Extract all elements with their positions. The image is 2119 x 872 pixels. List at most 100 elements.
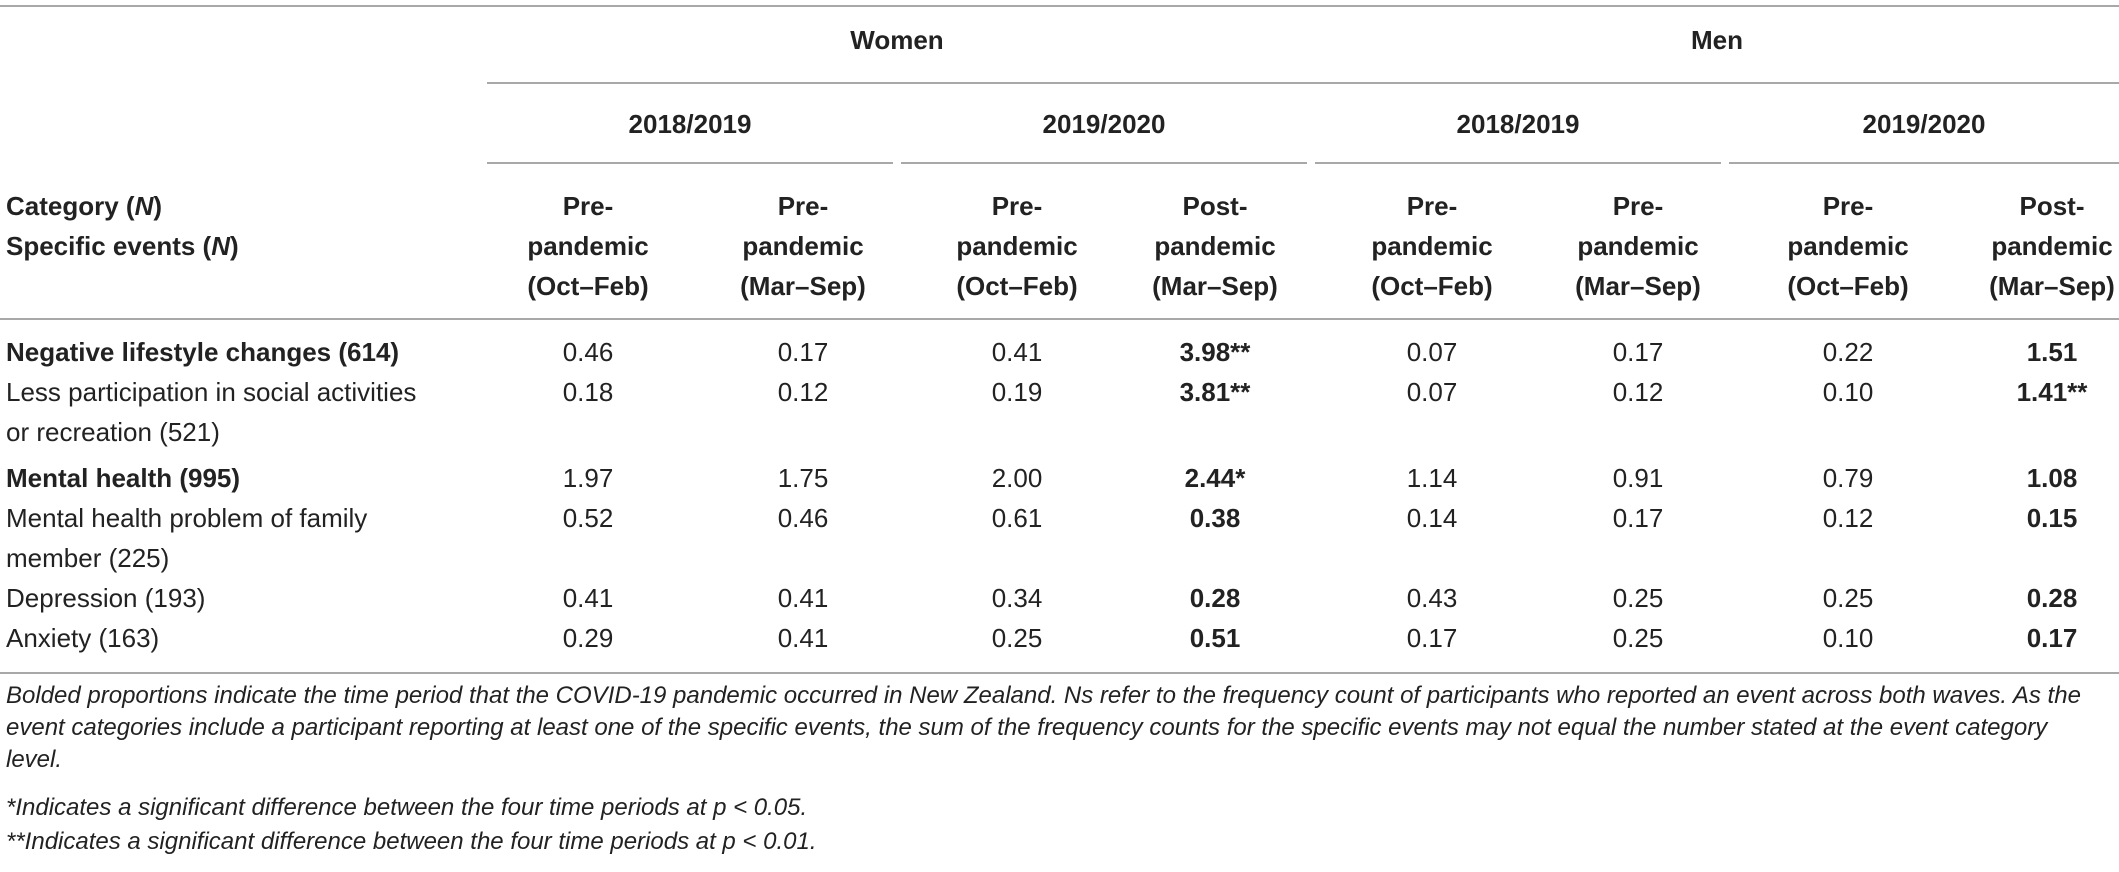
period-header-8-line-2: pandemic: [1991, 231, 2113, 261]
table-cell: 0.17: [1612, 337, 1664, 367]
table-cell: 0.79: [1822, 463, 1874, 493]
table-cell: 0.10: [1822, 377, 1874, 407]
table-cell: 0.17: [1406, 623, 1458, 653]
table-bottom-rule: [0, 672, 2119, 674]
period-header-8-line-3: (Mar–Sep): [1989, 271, 2115, 301]
table-cell: 0.17: [1612, 503, 1664, 533]
table-cell: 0.07: [1406, 377, 1458, 407]
table-cell: 1.75: [777, 463, 829, 493]
year-header-men-2019: 2019/2020: [1862, 109, 1986, 139]
row-label: Anxiety (163): [6, 623, 160, 653]
table-cell: 0.41: [777, 623, 829, 653]
table-cell: 0.28: [2026, 583, 2078, 613]
period-header-1-line-2: pandemic: [527, 231, 649, 261]
table-cell: 0.61: [991, 503, 1043, 533]
table-cell: 1.41**: [2016, 377, 2088, 407]
table-cell: 3.81**: [1179, 377, 1251, 407]
table-cell: 1.08: [2026, 463, 2078, 493]
table-cell: 0.18: [562, 377, 614, 407]
row-label-continuation: member (225): [6, 543, 170, 573]
period-header-6-line-3: (Mar–Sep): [1575, 271, 1701, 301]
top-rule: [0, 5, 2119, 7]
stub-header-specific: Specific events (N): [6, 231, 239, 261]
period-header-2-line-1: Pre-: [777, 191, 829, 221]
period-header-6-line-1: Pre-: [1612, 191, 1664, 221]
table-cell: 0.46: [562, 337, 614, 367]
year-rule-1: [487, 162, 893, 164]
group-header-women: Women: [850, 25, 944, 55]
table-cell: 0.43: [1406, 583, 1458, 613]
period-header-5-line-3: (Oct–Feb): [1371, 271, 1493, 301]
table-cell: 0.41: [562, 583, 614, 613]
table-cell: 0.14: [1406, 503, 1458, 533]
group-header-men: Men: [1691, 25, 1743, 55]
period-header-8-line-1: Post-: [2019, 191, 2085, 221]
period-header-1-line-1: Pre-: [562, 191, 614, 221]
table-cell: 0.25: [1612, 583, 1664, 613]
table-cell: 2.00: [991, 463, 1043, 493]
table-cell: 0.07: [1406, 337, 1458, 367]
row-label: Negative lifestyle changes (614): [6, 337, 400, 367]
period-header-2-line-3: (Mar–Sep): [740, 271, 866, 301]
significance-note-1: *Indicates a significant difference betw…: [6, 794, 808, 821]
table-cell: 1.97: [562, 463, 614, 493]
year-header-women-2019: 2019/2020: [1042, 109, 1166, 139]
year-rule-3: [1315, 162, 1721, 164]
period-header-3-line-1: Pre-: [991, 191, 1043, 221]
group-rule: [487, 82, 2119, 84]
period-header-7-line-3: (Oct–Feb): [1787, 271, 1909, 301]
table-cell: 0.12: [777, 377, 829, 407]
row-label: Depression (193): [6, 583, 206, 613]
period-header-4-line-3: (Mar–Sep): [1152, 271, 1278, 301]
significance-note-2: **Indicates a significant difference bet…: [6, 828, 817, 855]
table-cell: 0.17: [777, 337, 829, 367]
row-label: Mental health problem of family: [6, 503, 368, 533]
table-cell: 0.12: [1612, 377, 1664, 407]
table-cell: 0.25: [1612, 623, 1664, 653]
row-label: Less participation in social activities: [6, 377, 417, 407]
year-header-women-2018: 2018/2019: [628, 109, 752, 139]
row-label: Mental health (995): [6, 463, 241, 493]
period-header-3-line-2: pandemic: [956, 231, 1078, 261]
header-bottom-rule: [0, 318, 2119, 320]
table-cell: 0.25: [1822, 583, 1874, 613]
period-header-7-line-2: pandemic: [1787, 231, 1909, 261]
table-cell: 0.46: [777, 503, 829, 533]
table-cell: 0.17: [2026, 623, 2078, 653]
table-cell: 0.10: [1822, 623, 1874, 653]
table-cell: 0.29: [562, 623, 614, 653]
table-cell: 2.44*: [1184, 463, 1246, 493]
table-cell: 0.22: [1822, 337, 1874, 367]
table-cell: 0.91: [1612, 463, 1664, 493]
period-header-1-line-3: (Oct–Feb): [527, 271, 649, 301]
table-cell: 0.41: [991, 337, 1043, 367]
table-cell: 3.98**: [1179, 337, 1251, 367]
period-header-7-line-1: Pre-: [1822, 191, 1874, 221]
table-cell: 0.34: [991, 583, 1043, 613]
year-rule-4: [1729, 162, 2119, 164]
table-cell: 0.25: [991, 623, 1043, 653]
table-cell: 0.15: [2026, 503, 2078, 533]
period-header-5-line-2: pandemic: [1371, 231, 1493, 261]
table-cell: 0.38: [1189, 503, 1241, 533]
table-cell: 1.51: [2026, 337, 2078, 367]
period-header-5-line-1: Pre-: [1406, 191, 1458, 221]
period-header-6-line-2: pandemic: [1577, 231, 1699, 261]
table-cell: 0.41: [777, 583, 829, 613]
period-header-2-line-2: pandemic: [742, 231, 864, 261]
table-cell: 0.19: [991, 377, 1043, 407]
table-cell: 0.12: [1822, 503, 1874, 533]
year-rule-2: [901, 162, 1307, 164]
year-header-men-2018: 2018/2019: [1456, 109, 1580, 139]
table-cell: 1.14: [1406, 463, 1458, 493]
period-header-4-line-1: Post-: [1182, 191, 1248, 221]
period-header-3-line-3: (Oct–Feb): [956, 271, 1078, 301]
table-cell: 0.51: [1189, 623, 1241, 653]
table-cell: 0.28: [1189, 583, 1241, 613]
period-header-4-line-2: pandemic: [1154, 231, 1276, 261]
table-cell: 0.52: [562, 503, 614, 533]
stub-header-category: Category (N): [6, 191, 163, 221]
row-label-continuation: or recreation (521): [6, 417, 220, 447]
table-footnote: Bolded proportions indicate the time per…: [6, 682, 2081, 773]
